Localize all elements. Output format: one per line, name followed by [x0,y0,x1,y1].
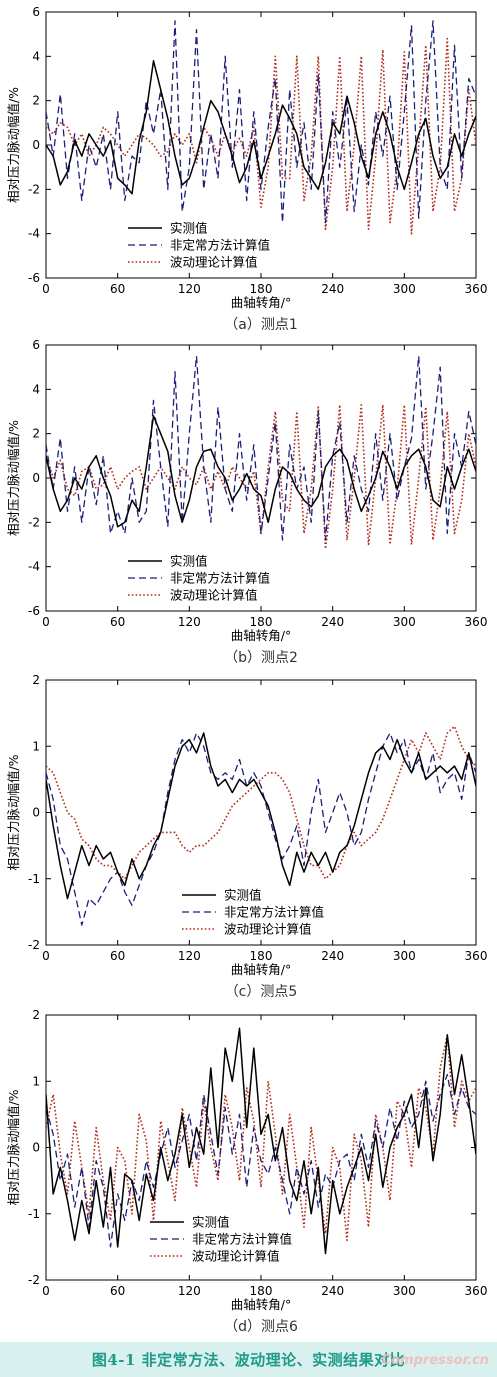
legend-label: 非定常方法计算值 [170,238,270,253]
y-axis-label: 相对压力脉动幅值/% [6,420,21,536]
x-tick-label: 180 [250,282,273,296]
y-axis-label: 相对压力脉动幅值/% [6,87,21,203]
x-tick-label: 120 [178,615,201,629]
x-tick-label: 60 [110,282,125,296]
x-axis-label: 曲轴转角/° [231,1297,291,1312]
legend-label: 实测值 [170,554,208,569]
series-line-solid [46,60,476,195]
x-tick-label: 360 [465,282,488,296]
figure-caption-bar: 图4-1 非定常方法、波动理论、实测结果对比 [0,1342,497,1377]
y-tick-label: 1 [32,1074,40,1088]
figure-caption: 图4-1 非定常方法、波动理论、实测结果对比 [91,1351,406,1369]
series-line-dotted [46,725,476,880]
x-tick-label: 240 [321,949,344,963]
x-tick-label: 180 [250,615,273,629]
x-tick-label: 180 [250,949,273,963]
legend-label: 波动理论计算值 [170,588,258,603]
y-tick-label: -6 [28,271,40,285]
y-tick-label: -2 [28,938,40,952]
y-tick-label: 4 [32,382,40,396]
y-tick-label: -4 [28,560,40,574]
y-axis-label: 相对压力脉动幅值/% [6,1089,21,1205]
series-line-solid [46,732,476,900]
x-tick-label: 240 [321,615,344,629]
x-tick-label: 240 [321,1284,344,1298]
y-tick-label: 1 [32,739,40,753]
x-tick-label: 120 [178,1284,201,1298]
series-line-dashed [46,355,476,541]
x-axis-label: 曲轴转角/° [231,962,291,977]
y-tick-label: 0 [32,471,40,485]
y-tick-label: 2 [32,673,40,687]
x-tick-label: 360 [465,1284,488,1298]
series-line-dashed [46,20,476,224]
x-tick-label: 360 [465,615,488,629]
y-tick-label: 0 [32,1141,40,1155]
legend-label: 实测值 [170,221,208,236]
y-tick-label: -2 [28,1273,40,1287]
x-tick-label: 0 [42,1284,50,1298]
x-tick-label: 0 [42,282,50,296]
x-tick-label: 60 [110,949,125,963]
figure-canvas: 0 60 120 180 240 300 360-6-4-20246曲轴转角/°相对压力脉动… [6,5,487,1335]
legend-label: 波动理论计算值 [170,255,258,270]
y-tick-label: 6 [32,338,40,352]
y-tick-label: 2 [32,427,40,441]
x-tick-label: 180 [250,1284,273,1298]
x-axis-label: 曲轴转角/° [231,628,291,643]
legend-label: 实测值 [192,1215,230,1230]
x-tick-label: 300 [393,949,416,963]
y-tick-label: 0 [32,806,40,820]
y-tick-label: 4 [32,49,40,63]
y-tick-label: 2 [32,1008,40,1022]
x-axis-label: 曲轴转角/° [231,295,291,310]
legend-label: 波动理论计算值 [224,922,312,937]
x-tick-label: 360 [465,949,488,963]
chart-panel-3: 0 60 120 180 240 300 360 -2 -1 0 1 2 曲轴转角/° 相对压力脉动幅值/… [6,673,487,1000]
y-tick-label: 6 [32,5,40,19]
legend-label: 非定常方法计算值 [192,1232,292,1247]
series-line-solid [46,1027,476,1255]
x-tick-label: 60 [110,615,125,629]
x-tick-label: 120 [178,949,201,963]
y-tick-label: -6 [28,604,40,618]
panel-label: （d）测点6 [224,1319,298,1335]
panel-label: （a）测点1 [224,317,298,333]
watermark-logo: Compressor.cn [381,1353,489,1368]
series-line-solid [46,415,476,528]
series-line-dotted [46,37,476,235]
y-tick-label: -1 [28,1207,40,1221]
y-tick-label: 0 [32,138,40,152]
chart-panel-2: 0 60 120 180 240 300 360 -6 -4 -2 0 2 4 6 曲轴转角/° 相对压力脉动… [6,338,487,666]
series-line-dotted [46,1034,476,1242]
y-tick-label: -1 [28,872,40,886]
x-tick-label: 300 [393,282,416,296]
x-tick-label: 0 [42,615,50,629]
legend-label: 波动理论计算值 [192,1249,280,1264]
series-line-dashed [46,1073,476,1248]
legend-label: 实测值 [224,888,262,903]
chart-panel-1: 0 60 120 180 240 300 360 -6 -4 -2 0 2 4 6 曲轴转角/° 相对压力脉动… [6,5,487,333]
x-tick-label: 240 [321,282,344,296]
y-tick-label: -4 [28,227,40,241]
x-tick-label: 60 [110,1284,125,1298]
x-tick-label: 300 [393,615,416,629]
y-tick-label: -2 [28,515,40,529]
y-axis-label: 相对压力脉动幅值/% [6,754,21,870]
y-tick-label: -2 [28,182,40,196]
x-tick-label: 0 [42,949,50,963]
x-tick-label: 120 [178,282,201,296]
panel-label: （c）测点5 [225,984,298,1000]
y-tick-label: 2 [32,94,40,108]
legend-label: 非定常方法计算值 [170,571,270,586]
legend-label: 非定常方法计算值 [224,905,324,920]
panel-label: （b）测点2 [224,650,298,666]
chart-panel-4: 0 60 120 180 240 300 360 -2 -1 0 1 2 曲轴转角/° 相对压力脉动幅值/… [6,1008,487,1335]
x-tick-label: 300 [393,1284,416,1298]
